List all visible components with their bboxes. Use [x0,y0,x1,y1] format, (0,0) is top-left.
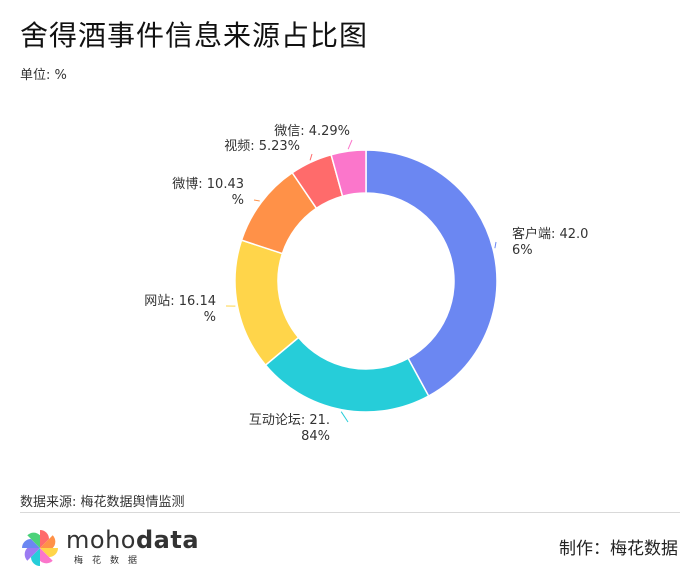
slice-label-client-line2: 6% [512,243,533,258]
maker-label: 制作：梅花数据 [559,539,678,559]
leader-line-client [494,241,497,249]
brand-subtitle: 梅花数据 [74,556,147,566]
slice-labels: 客户端: 42.06%互动论坛: 21.84%网站: 16.14%微博: 10.… [144,124,588,444]
leader-line-video [309,153,313,161]
pinwheel-logo-icon [22,530,58,566]
slice-label-website-line2: % [204,310,216,325]
brand-wordmark: mohodata [66,526,199,554]
slice-label-weibo-line2: % [232,193,244,208]
slice-forum[interactable] [264,336,430,413]
slice-label-forum-line2: 84% [301,429,330,444]
slice-label-forum-line1: 互动论坛: 21. [249,413,330,428]
brand-bold: data [135,526,200,554]
slice-wechat[interactable] [330,149,367,198]
data-source: 数据来源: 梅花数据舆情监测 [20,495,185,510]
slice-label-client-line1: 客户端: 42.0 [512,226,588,242]
slice-client[interactable] [365,149,498,398]
slice-label-wechat: 微信: 4.29% [274,124,350,139]
leader-line-wechat [347,139,353,150]
slice-website[interactable] [234,239,300,367]
brand-prefix: moho [66,526,136,554]
unit-label: 单位: % [20,68,67,83]
donut-slices [234,149,498,413]
footer-divider [20,512,680,513]
donut-chart: 客户端: 42.06%互动论坛: 21.84%网站: 16.14%微博: 10.… [144,124,588,444]
leader-line-weibo [253,199,260,202]
slice-label-video: 视频: 5.23% [224,139,300,154]
leader-line-forum [340,411,349,423]
leader-lines [225,139,497,423]
slice-label-weibo-line1: 微博: 10.43 [172,177,244,192]
chart-title: 舍得酒事件信息来源占比图 [20,19,369,52]
slice-label-website-line1: 网站: 16.14 [144,294,216,309]
